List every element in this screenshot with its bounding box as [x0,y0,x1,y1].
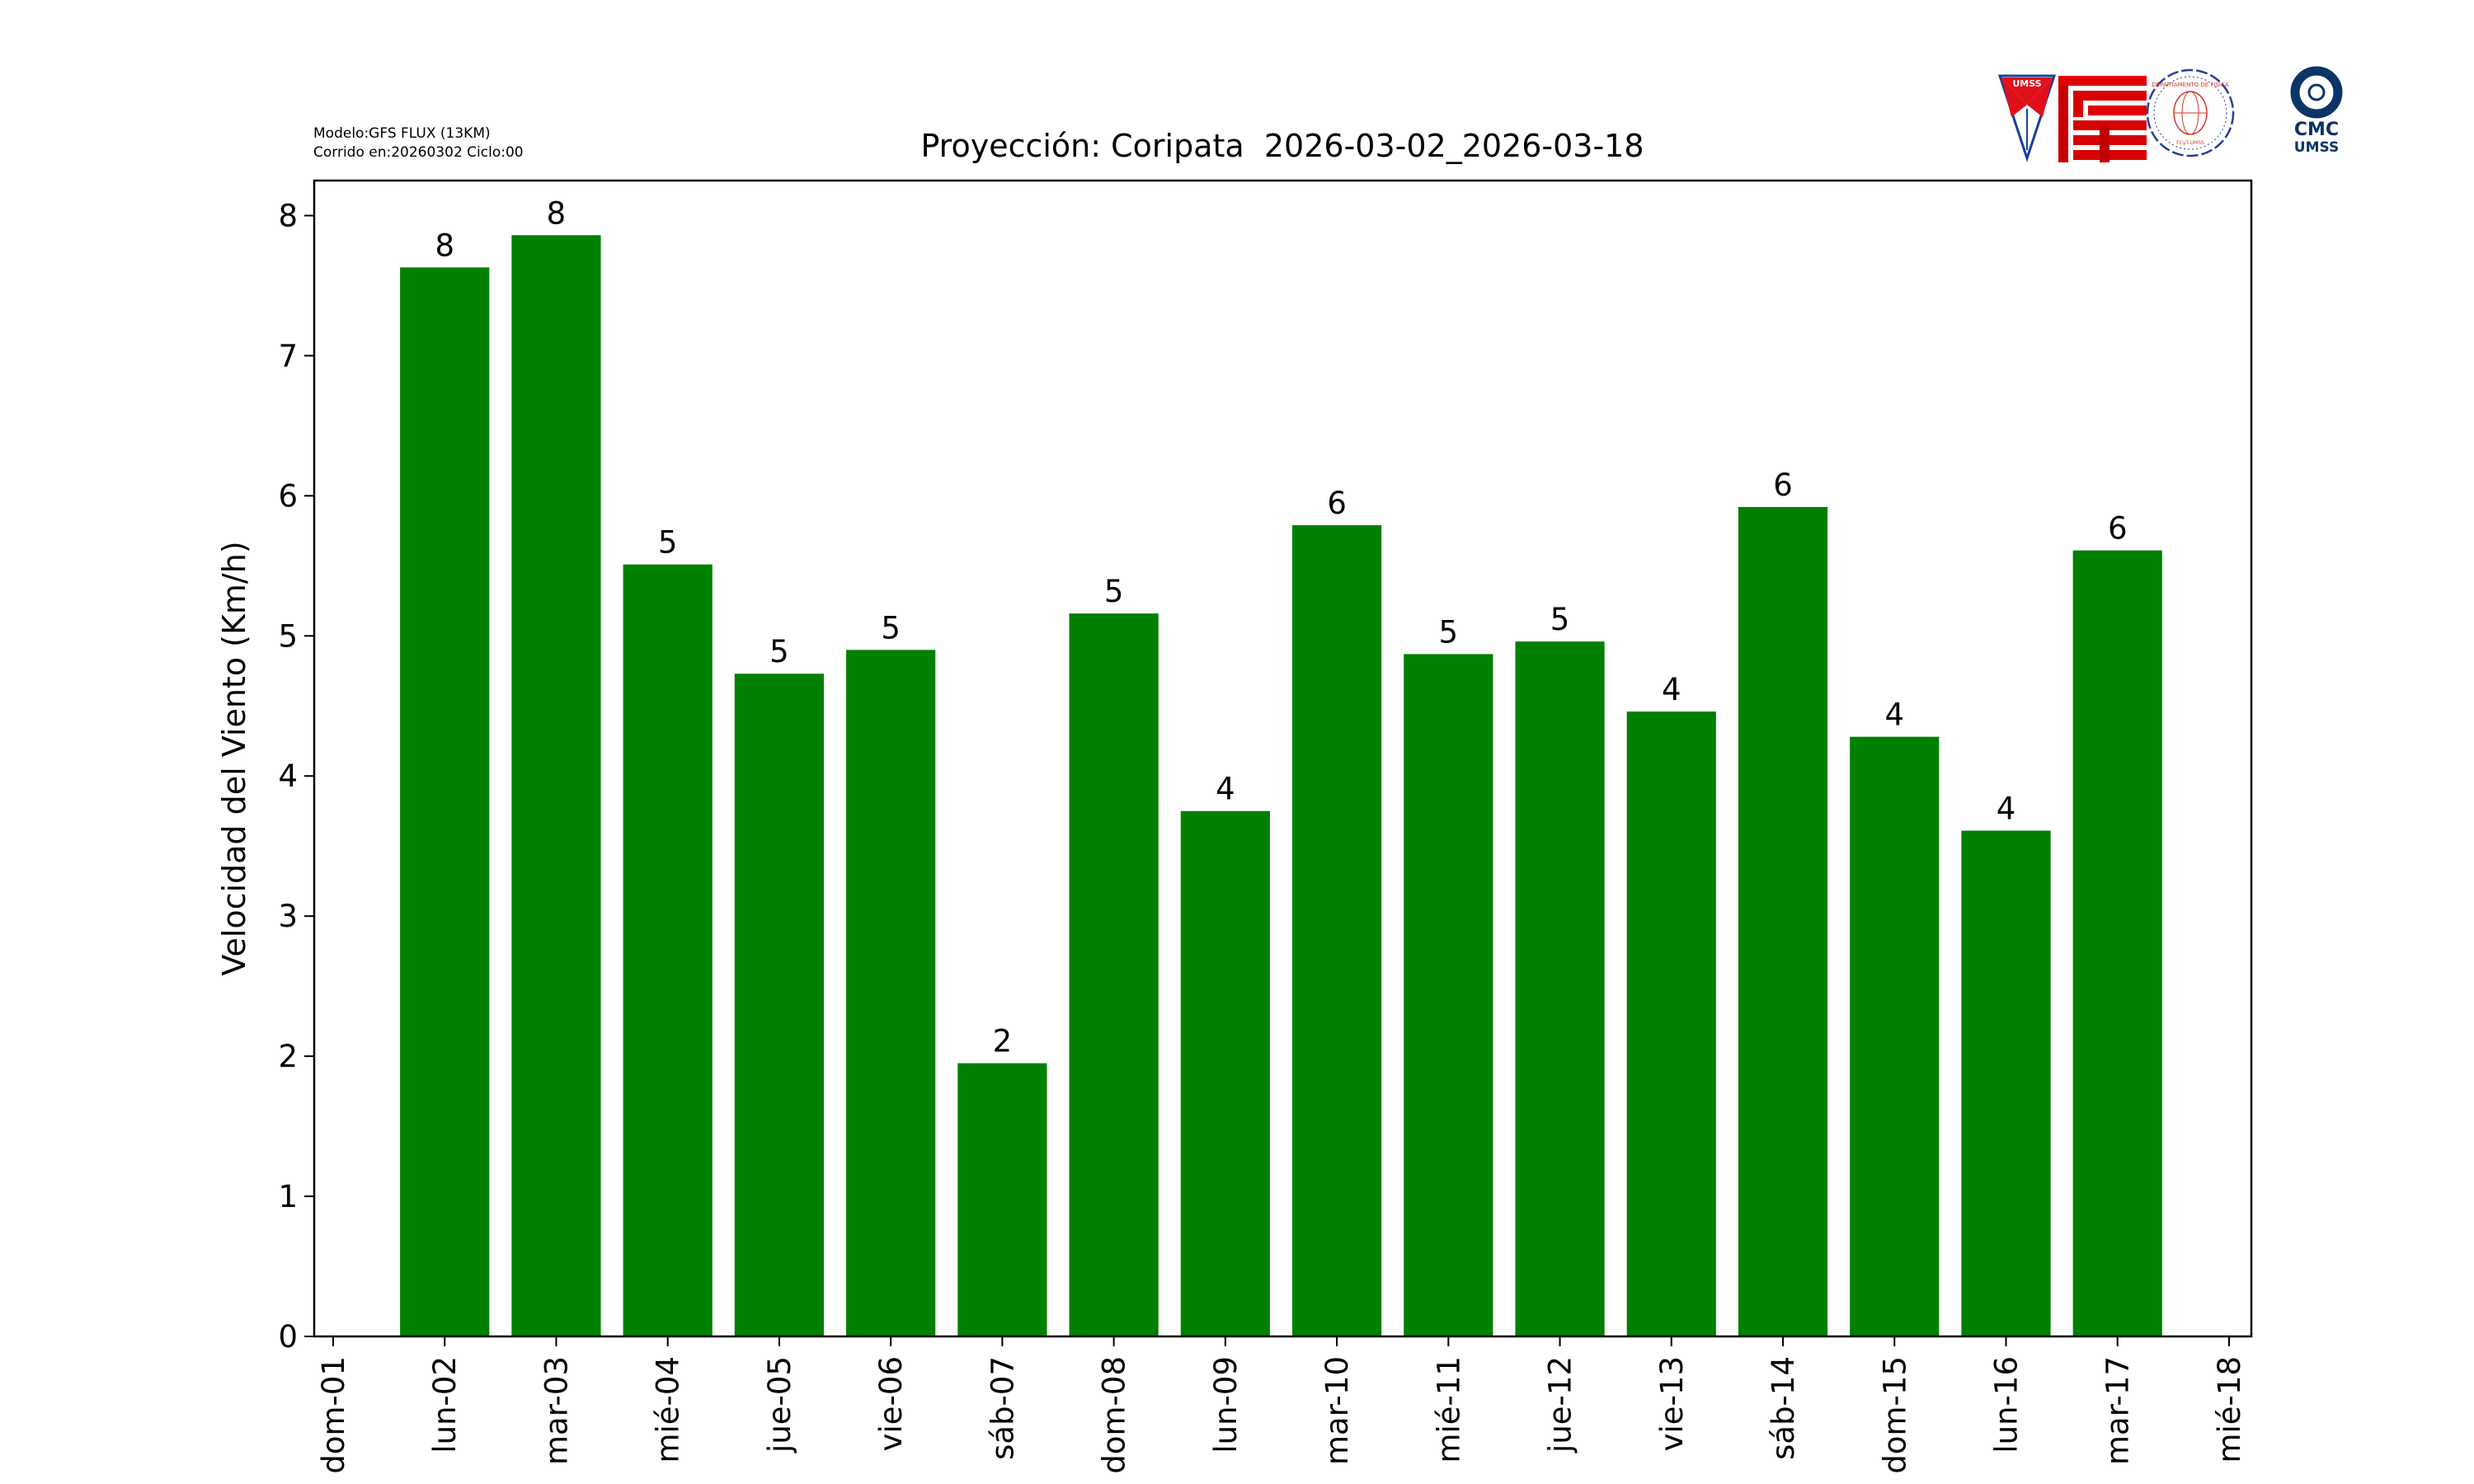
bars-group [400,235,2162,1336]
y-tick-label: 2 [278,1039,298,1074]
y-ticks: 0 1 2 3 4 5 6 7 8 [278,198,314,1355]
y-tick-label: 0 [278,1319,298,1355]
bar-mar-17 [2072,550,2162,1336]
bar-value-label: 5 [658,525,678,561]
y-tick-label: 6 [278,478,298,514]
x-tick-label: mar-10 [1319,1356,1355,1465]
bar-lun-09 [1180,810,1270,1336]
bar-vie-06 [846,650,936,1336]
bar-value-label: 4 [1216,772,1235,807]
fcyt-logo [2058,76,2147,162]
bar-lun-02 [400,267,490,1336]
cmc-umss-logo: CMC UMSS [2290,66,2343,156]
bar-value-label: 8 [547,195,567,231]
bar-dom-15 [1850,736,1940,1336]
y-tick-label: 4 [278,758,298,794]
bar-dom-08 [1069,613,1159,1336]
bar-mié-04 [623,564,713,1336]
bar-value-label: 2 [993,1024,1013,1059]
bar-value-label: 5 [769,634,789,669]
bar-jue-05 [734,674,825,1336]
x-ticks: dom-01 lun-02 mar-03 mié-04 jue-05 vie-06 sáb-… [316,1336,2247,1474]
x-tick-label: lun-09 [1208,1356,1244,1453]
bar-value-label: 4 [1884,697,1904,733]
bar-value-label: 5 [1550,602,1570,637]
cmc-logo-line2: UMSS [2294,139,2339,156]
umss-logo: UMSS [1997,74,2057,162]
model-info-line2: Corrido en:20260302 Ciclo:00 [313,144,524,161]
bar-value-label: 6 [1327,486,1347,521]
bar-value-label: 4 [1997,791,2016,827]
x-tick-label: dom-15 [1877,1356,1912,1474]
x-tick-label: vie-13 [1654,1356,1690,1451]
departamento-fisica-logo: DEPARTAMENTO DE FÍSICA FCyT-UMSS [2146,68,2235,157]
bar-value-label: 6 [1773,467,1793,503]
x-tick-label: jue-05 [762,1356,797,1453]
y-axis-label: Velocidad del Viento (Km/h) [216,541,252,975]
bar-value-label: 4 [1662,672,1681,707]
fisica-logo-subtext: FCyT-UMSS [2176,140,2204,146]
x-tick-label: mié-18 [2212,1356,2247,1463]
fisica-logo-text: DEPARTAMENTO DE FÍSICA [2152,81,2228,88]
cmc-logo-line1: CMC [2294,120,2339,140]
bar-sáb-14 [1738,506,1828,1336]
bar-sáb-07 [957,1063,1047,1336]
x-tick-label: lun-16 [1988,1356,2024,1453]
bar-value-label: 5 [881,610,901,646]
y-tick-label: 3 [278,899,298,934]
x-tick-label: mié-11 [1431,1356,1466,1463]
bar-value-label: 5 [1439,614,1459,650]
bar-vie-13 [1626,711,1716,1336]
x-tick-label: dom-08 [1097,1356,1132,1474]
x-tick-label: mar-03 [539,1356,574,1465]
y-tick-label: 1 [278,1179,298,1214]
x-tick-label: lun-02 [427,1356,463,1453]
x-tick-label: jue-12 [1543,1356,1578,1453]
model-info-line1: Modelo:GFS FLUX (13KM) [313,125,491,142]
x-tick-label: sáb-14 [1766,1356,1801,1460]
bar-mar-10 [1291,525,1382,1336]
umss-logo-text: UMSS [2012,78,2041,89]
x-tick-label: dom-01 [316,1356,351,1474]
x-tick-label: sáb-07 [985,1356,1020,1460]
bar-value-label: 5 [1104,574,1124,609]
chart-title: Proyección: Coripata 2026-03-02_2026-03-… [920,128,1644,164]
y-tick-label: 5 [278,618,298,654]
bar-labels-group: 8 8 5 5 5 2 5 4 6 5 5 4 6 4 4 6 [435,195,2127,1059]
axes-frame [313,179,2253,1338]
bar-value-label: 6 [2108,511,2128,547]
bar-value-label: 8 [435,228,454,263]
x-tick-label: mié-04 [651,1356,686,1463]
bar-jue-12 [1515,641,1605,1336]
y-tick-label: 7 [278,338,298,373]
x-tick-label: vie-06 [873,1356,909,1451]
bar-lun-16 [1961,830,2051,1336]
bar-mié-11 [1404,654,1493,1336]
y-tick-label: 8 [278,198,298,233]
bar-mar-03 [511,235,601,1336]
x-tick-label: mar-17 [2100,1356,2136,1465]
